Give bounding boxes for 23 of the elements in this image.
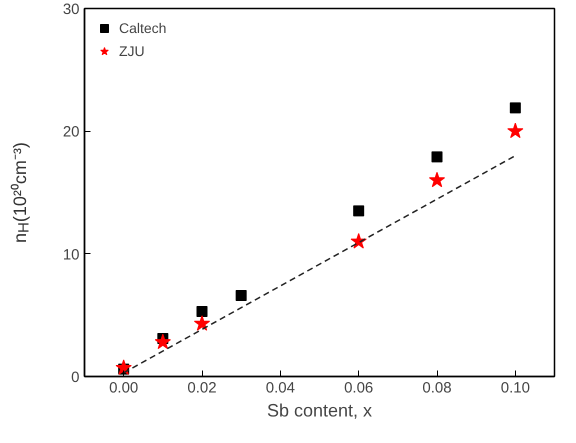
point (510, 102, 521, 114)
point (194, 315, 210, 331)
x-tick-label: 0.04 (266, 380, 295, 396)
point (428, 172, 446, 188)
x-tick-label: 0.00 (109, 380, 138, 396)
legend-label: Caltech (119, 20, 166, 36)
point (507, 122, 524, 138)
point (432, 151, 442, 162)
legend-label: ZJU (119, 43, 145, 59)
x-tick-label: 0.10 (500, 380, 530, 396)
y-tick-label: 10 (62, 246, 80, 264)
x-tick-label: 0.02 (187, 380, 217, 396)
x-axis-title: Sb content, x (266, 400, 372, 420)
x-tick-label: 0.08 (422, 380, 452, 396)
y-tick-label: 0 (71, 369, 80, 386)
point (154, 334, 171, 350)
y-tick-label: 30 (62, 1, 80, 18)
point (116, 359, 132, 375)
point (236, 290, 247, 302)
point (196, 306, 208, 317)
point (353, 205, 364, 216)
x-tick-label: 0.06 (344, 380, 374, 396)
y-tick-label: 20 (62, 124, 80, 141)
